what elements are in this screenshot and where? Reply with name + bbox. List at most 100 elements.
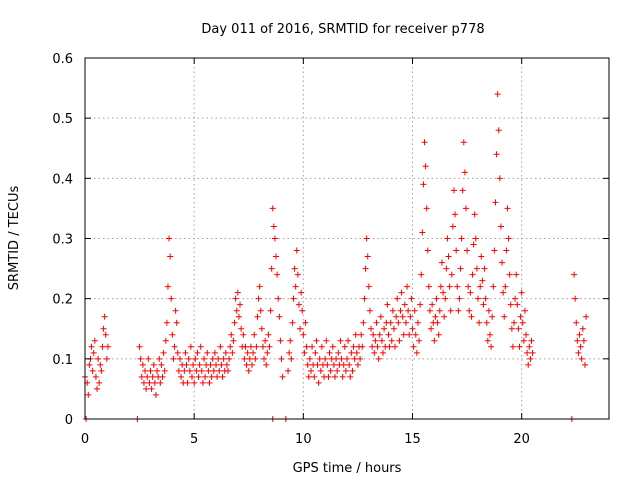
y-tick-label: 0.5 [52,112,73,127]
data-point [378,337,385,344]
data-point [433,295,440,302]
data-point [222,349,229,356]
data-point [575,349,582,356]
data-point [104,343,111,350]
data-point [478,253,485,260]
data-point [386,343,393,350]
data-point [454,283,461,290]
data-point [174,349,181,356]
data-point [446,283,453,290]
data-point [341,343,348,350]
data-point [393,313,400,320]
data-point [505,235,512,242]
y-tick-label: 0.1 [52,353,73,368]
x-tick-label: 5 [190,432,198,447]
data-point [508,325,515,332]
data-point [477,283,484,290]
y-tick-label: 0.6 [52,52,73,67]
data-point [344,355,350,362]
data-point [360,319,367,326]
data-point [326,349,333,356]
data-point [168,295,175,302]
data-point [407,313,414,320]
data-point [338,355,345,362]
data-point [459,187,466,194]
data-point [169,331,176,338]
data-point [227,343,234,350]
data-point [503,247,510,254]
data-point [509,343,516,350]
data-point [490,283,497,290]
data-point [143,385,150,392]
data-point [210,367,217,374]
data-point [234,289,241,296]
y-axis-label: SRMTID / TECUs [7,186,22,291]
data-point [574,337,581,344]
data-point [419,229,426,236]
data-point [400,331,407,338]
data-point [157,379,164,386]
data-point [270,223,277,230]
data-point [247,343,254,350]
data-point [182,349,189,356]
data-point [418,271,425,278]
data-point [200,355,207,362]
data-point [90,349,97,356]
data-point [481,265,488,272]
data-point [466,307,473,314]
data-point [208,373,215,380]
x-tick-label: 15 [404,432,421,447]
data-point [425,283,432,290]
data-point [164,283,171,290]
data-point [340,361,347,368]
data-point [514,301,521,308]
data-point [428,325,435,332]
data-point [160,349,167,356]
data-point [324,361,331,368]
data-point [187,343,194,350]
data-point [405,307,412,314]
data-point [277,337,284,344]
data-point [369,343,376,350]
data-point [435,331,442,338]
data-point [265,331,272,338]
data-point [350,343,357,350]
data-point [136,343,143,350]
data-point [473,265,480,272]
data-point [256,283,263,290]
x-tick-label: 0 [81,432,89,447]
data-point [447,307,454,314]
data-point [397,307,404,314]
data-point [409,325,416,332]
data-point [365,283,372,290]
data-point [288,355,295,362]
data-point [511,319,518,326]
data-point [452,211,459,218]
data-point [297,325,304,332]
data-point [506,271,513,278]
y-tick-label: 0.3 [52,233,73,248]
data-point [525,361,532,368]
data-point [412,331,419,338]
data-point [175,367,182,374]
data-point [217,343,224,350]
data-point [417,301,424,308]
data-point [437,283,444,290]
data-point [219,373,226,380]
data-point [389,307,396,314]
data-point [372,337,379,344]
data-point [362,265,369,272]
data-point [101,313,108,320]
data-point [465,283,472,290]
data-point [96,379,103,386]
data-point [205,367,212,374]
data-point [395,319,402,326]
data-point [399,313,406,320]
data-point [313,337,320,344]
data-point [517,313,524,320]
data-point [233,307,240,314]
data-point [269,205,276,212]
data-point [571,271,578,278]
data-point [318,343,325,350]
data-point [432,313,439,320]
